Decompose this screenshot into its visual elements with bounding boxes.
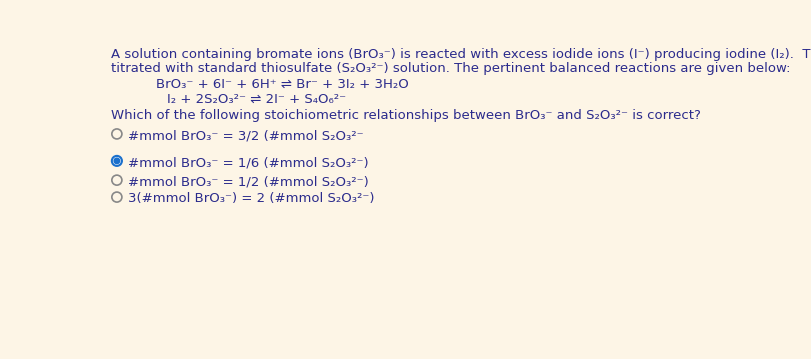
Text: BrO₃⁻ + 6I⁻ + 6H⁺ ⇌ Br⁻ + 3I₂ + 3H₂O: BrO₃⁻ + 6I⁻ + 6H⁺ ⇌ Br⁻ + 3I₂ + 3H₂O	[156, 78, 409, 91]
Text: titrated with standard thiosulfate (S₂O₃²⁻) solution. The pertinent balanced rea: titrated with standard thiosulfate (S₂O₃…	[110, 62, 790, 75]
Circle shape	[112, 156, 122, 166]
Circle shape	[114, 158, 120, 164]
Text: Which of the following stoichiometric relationships between BrO₃⁻ and S₂O₃²⁻ is : Which of the following stoichiometric re…	[110, 108, 701, 122]
Text: A solution containing bromate ions (BrO₃⁻) is reacted with excess iodide ions (I: A solution containing bromate ions (BrO₃…	[110, 48, 811, 61]
Text: 3(#mmol BrO₃⁻) = 2 (#mmol S₂O₃²⁻): 3(#mmol BrO₃⁻) = 2 (#mmol S₂O₃²⁻)	[128, 192, 375, 205]
Text: #mmol BrO₃⁻ = 3/2 (#mmol S₂O₃²⁻: #mmol BrO₃⁻ = 3/2 (#mmol S₂O₃²⁻	[128, 129, 364, 142]
Text: #mmol BrO₃⁻ = 1/6 (#mmol S₂O₃²⁻): #mmol BrO₃⁻ = 1/6 (#mmol S₂O₃²⁻)	[128, 156, 369, 169]
Text: I₂ + 2S₂O₃²⁻ ⇌ 2I⁻ + S₄O₆²⁻: I₂ + 2S₂O₃²⁻ ⇌ 2I⁻ + S₄O₆²⁻	[167, 93, 346, 106]
Text: #mmol BrO₃⁻ = 1/2 (#mmol S₂O₃²⁻): #mmol BrO₃⁻ = 1/2 (#mmol S₂O₃²⁻)	[128, 176, 369, 188]
